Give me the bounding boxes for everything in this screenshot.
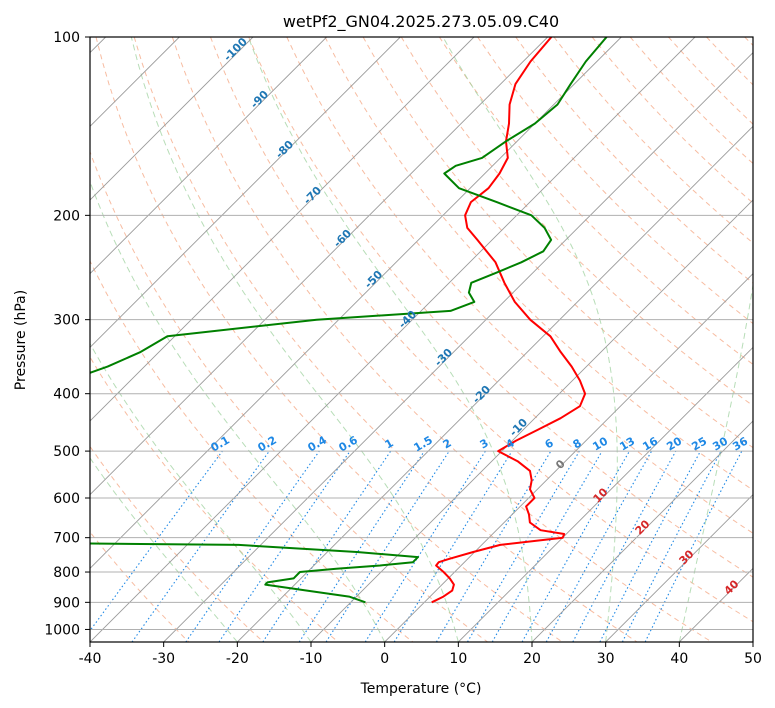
dry-adiabat <box>95 37 563 642</box>
isotherm-line <box>384 273 753 642</box>
isotherm-line <box>163 52 753 642</box>
y-tick-label: 700 <box>53 531 80 547</box>
y-tick-label: 300 <box>53 313 80 329</box>
x-tick-label: 50 <box>744 651 762 667</box>
mixing-ratio-line <box>262 450 392 642</box>
x-tick-label: 20 <box>523 651 541 667</box>
mixing-ratio-line <box>521 450 630 642</box>
y-tick-label: 900 <box>53 595 80 611</box>
y-tick-label: 100 <box>53 30 80 46</box>
mixing-ratio-line <box>90 450 223 632</box>
x-tick-label: -30 <box>152 651 175 667</box>
mixing-ratio-line <box>131 450 270 642</box>
chart-title: wetPf2_GN04.2025.273.05.09.C40 <box>283 12 559 32</box>
isotherm-line <box>90 37 622 569</box>
x-axis-title: Temperature (°C) <box>360 681 482 697</box>
mixing-ratio-line <box>218 450 351 642</box>
dry-adiabat <box>171 37 712 642</box>
moist-adiabat <box>130 37 459 642</box>
background-lines <box>90 37 753 642</box>
x-tick-label: 0 <box>380 651 389 667</box>
dry-adiabat <box>400 37 753 407</box>
dry-adiabat <box>248 37 753 578</box>
isotherm-line <box>90 37 401 348</box>
y-tick-label: 1000 <box>44 622 80 638</box>
dry-adiabat <box>90 445 264 642</box>
plot-frame <box>89 36 754 643</box>
isotherm-line <box>90 37 696 642</box>
profile-lines <box>90 37 608 604</box>
dry-adiabat <box>133 37 638 642</box>
isotherm-line <box>90 37 327 275</box>
y-tick-label: 400 <box>53 387 80 403</box>
x-tick-label: -10 <box>300 651 323 667</box>
dry-adiabat <box>324 37 753 491</box>
isotherm-line <box>90 37 254 201</box>
mixing-ratio-line <box>545 450 653 642</box>
mixing-ratio-line <box>644 450 743 642</box>
moist-adiabat <box>678 282 753 642</box>
isotherm-line <box>458 346 753 642</box>
isotherm-line <box>90 37 475 422</box>
mixing-ratio-line <box>325 450 450 642</box>
temperature-line <box>431 37 587 604</box>
moist-adiabat <box>90 457 238 642</box>
moist-adiabat <box>247 37 533 642</box>
y-tick-label: 800 <box>53 565 80 581</box>
x-tick-label: -20 <box>226 651 249 667</box>
y-tick-label: 500 <box>53 444 80 460</box>
y-axis-title: Pressure (hPa) <box>13 290 29 390</box>
isotherm-line <box>531 420 753 642</box>
x-tick-label: 40 <box>670 651 688 667</box>
dry-adiabat <box>210 37 753 623</box>
mixing-ratio-line <box>572 450 677 642</box>
y-tick-label: 200 <box>53 208 80 224</box>
isotherm-line <box>310 199 753 642</box>
mixing-ratio-line <box>393 450 513 642</box>
x-tick-label: -40 <box>79 651 102 667</box>
mixing-ratio-line <box>298 450 425 642</box>
moist-adiabat <box>442 37 618 642</box>
x-tick-label: 10 <box>449 651 467 667</box>
isotherm-line <box>237 125 753 642</box>
dewpoint-line <box>90 37 608 604</box>
isotherm-line <box>90 37 548 496</box>
y-tick-label: 600 <box>53 491 80 507</box>
dry-adiabat <box>90 150 488 642</box>
dry-adiabat <box>362 37 753 449</box>
x-tick-label: 30 <box>597 651 615 667</box>
axes: -40 -30 -20 -10 0 10 20 30 40 50 100 200 300 400 500 60… <box>44 30 762 667</box>
mixing-ratio-line <box>185 450 320 642</box>
isotherm-line <box>605 494 753 642</box>
